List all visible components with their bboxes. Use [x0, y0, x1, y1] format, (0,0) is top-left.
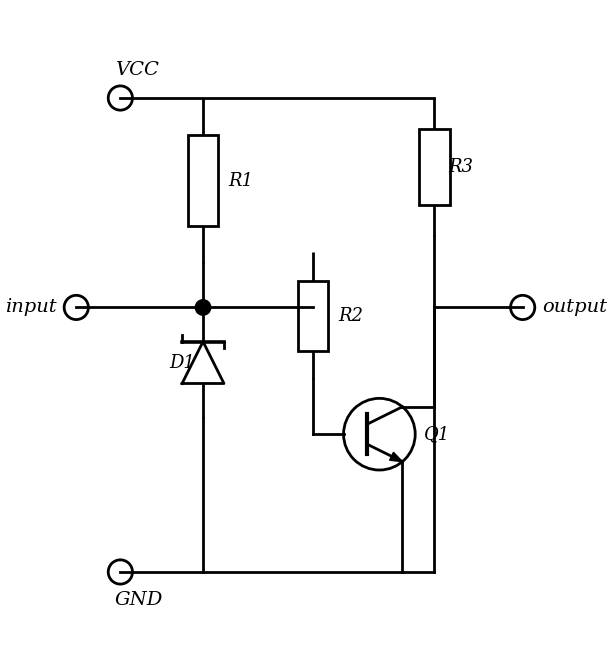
Text: D1: D1 — [169, 354, 195, 372]
Polygon shape — [389, 452, 402, 462]
Bar — [188, 135, 218, 226]
Circle shape — [195, 299, 211, 315]
Text: R2: R2 — [338, 307, 363, 325]
Text: R1: R1 — [228, 172, 253, 190]
Text: input: input — [6, 298, 57, 316]
Text: Q1: Q1 — [423, 425, 450, 443]
Text: output: output — [542, 298, 607, 316]
Bar — [419, 129, 450, 205]
Text: VCC: VCC — [115, 61, 159, 79]
Bar — [298, 281, 328, 350]
Text: GND: GND — [115, 591, 163, 609]
Text: R3: R3 — [448, 158, 473, 176]
